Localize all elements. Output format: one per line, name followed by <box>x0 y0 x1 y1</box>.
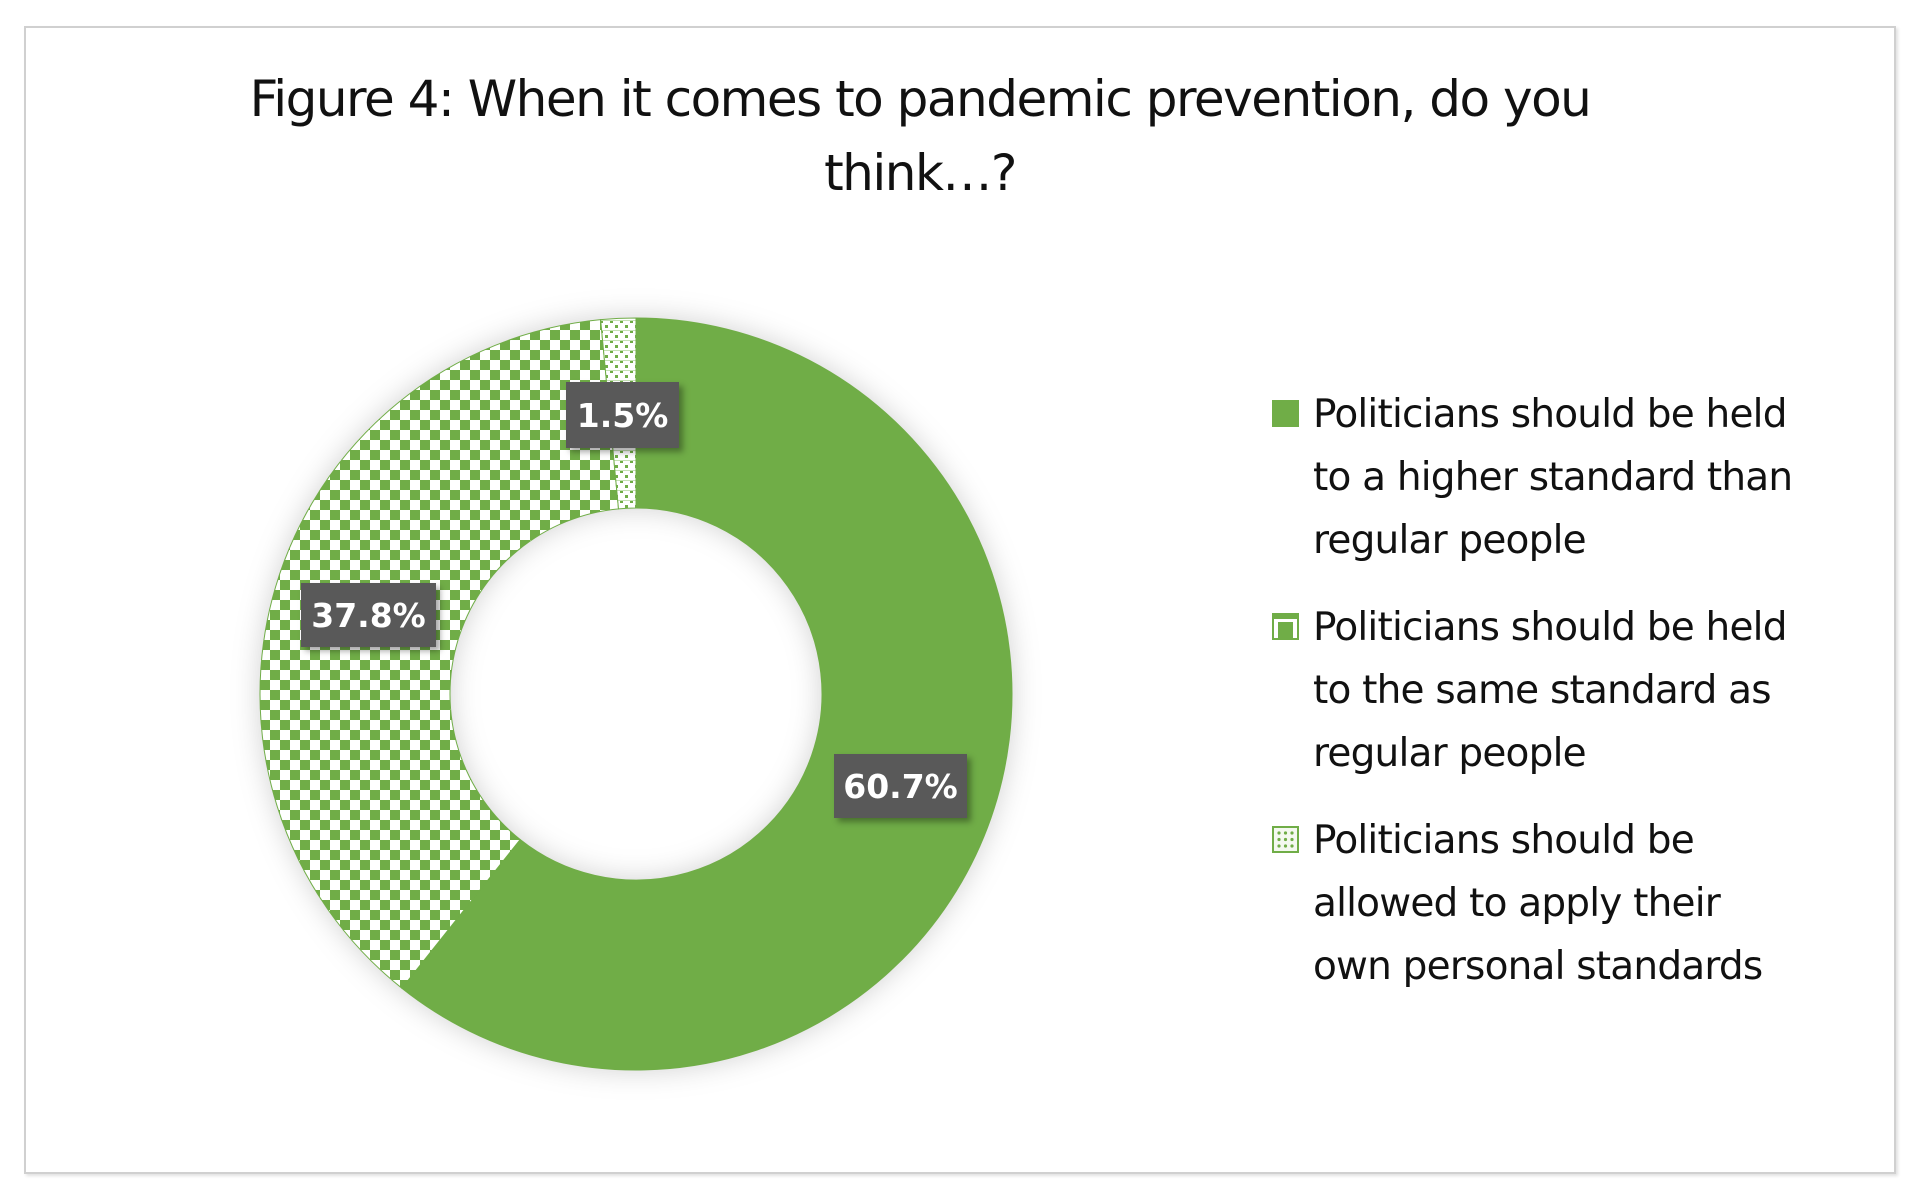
slice-higher-standard <box>401 317 1013 1071</box>
solid-swatch-icon <box>1272 400 1299 427</box>
chart-title-line-2: think…? <box>824 144 1017 202</box>
data-label-higher-standard: 60.7% <box>834 754 967 818</box>
legend-item-own-standards[interactable]: Politicians should be allowed to apply t… <box>1272 809 1892 998</box>
chart-title-line-1: Figure 4: When it comes to pandemic prev… <box>249 70 1592 128</box>
checkerboard-swatch-icon <box>1272 613 1299 640</box>
legend-label: Politicians should be held to the same s… <box>1313 605 1787 776</box>
legend: Politicians should be held to a higher s… <box>1272 383 1892 1022</box>
data-label-own-standards: 1.5% <box>566 382 679 448</box>
slice-same-standard <box>259 319 620 989</box>
legend-item-same-standard[interactable]: Politicians should be held to the same s… <box>1272 596 1892 785</box>
legend-label: Politicians should be allowed to apply t… <box>1313 818 1763 989</box>
donut-chart: 60.7% 37.8% 1.5% <box>240 300 1040 1100</box>
dotted-swatch-icon <box>1272 826 1299 853</box>
legend-item-higher-standard[interactable]: Politicians should be held to a higher s… <box>1272 383 1892 572</box>
data-label-same-standard: 37.8% <box>301 583 436 647</box>
legend-label: Politicians should be held to a higher s… <box>1313 392 1793 563</box>
donut-svg <box>259 317 1013 1071</box>
chart-title: Figure 4: When it comes to pandemic prev… <box>200 62 1640 210</box>
